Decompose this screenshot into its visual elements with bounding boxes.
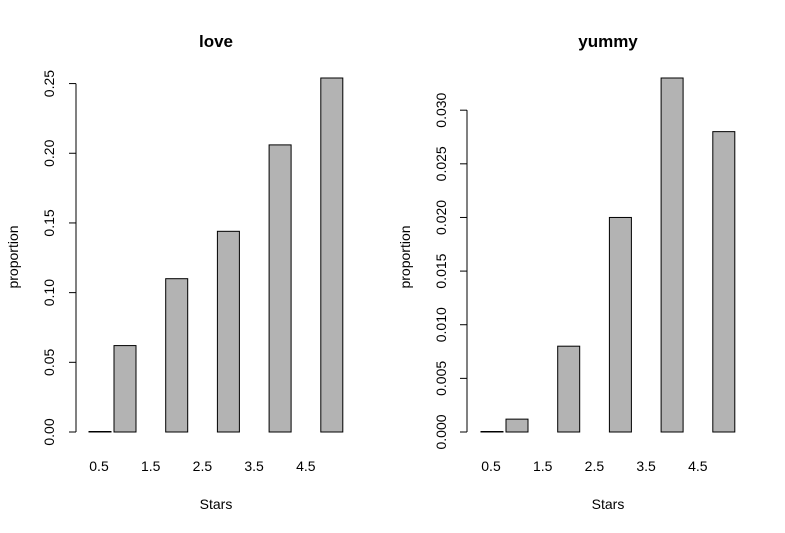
y-ticks: 0.000 0.005 0.010 0.015 0.020 0.025 0.030 (433, 92, 467, 450)
chart-panel-love: love Stars proportion 0.000.050.100.150.… (5, 32, 344, 512)
y-tick-label: 0.20 (41, 139, 57, 166)
bar (660, 77, 684, 433)
bar (216, 230, 240, 433)
bar (88, 431, 112, 433)
bar (608, 216, 632, 433)
x-ticks: 0.5 1.5 2.5 3.5 4.5 (89, 458, 315, 474)
bar (712, 131, 736, 433)
x-tick-label: 2.5 (193, 458, 213, 474)
x-tick-label: 3.5 (636, 458, 656, 474)
y-axis-label: proportion (397, 225, 413, 288)
x-tick-label: 1.5 (533, 458, 553, 474)
bar (505, 418, 529, 433)
chart-title: love (199, 32, 233, 51)
y-tick-label: 0.000 (433, 414, 449, 449)
y-tick-label: 0.025 (433, 146, 449, 181)
x-tick-label: 4.5 (296, 458, 316, 474)
x-ticks: 0.5 1.5 2.5 3.5 4.5 (481, 458, 707, 474)
chart-panel-yummy: yummy Stars proportion 0.0000.0050.0100.… (397, 32, 736, 512)
y-ticks: 0.00 0.05 0.10 0.15 0.20 0.25 (41, 70, 76, 446)
bar (113, 345, 137, 433)
bar (557, 345, 581, 433)
y-tick-label: 0.015 (433, 253, 449, 288)
x-tick-label: 3.5 (244, 458, 264, 474)
y-tick-label: 0.020 (433, 200, 449, 235)
bars (480, 77, 736, 433)
y-tick-label: 0.15 (41, 209, 57, 236)
x-axis-label: Stars (200, 496, 233, 512)
x-tick-label: 0.5 (89, 458, 109, 474)
bar (320, 77, 344, 433)
x-axis-label: Stars (592, 496, 625, 512)
chart-title: yummy (578, 32, 638, 51)
y-tick-label: 0.030 (433, 92, 449, 127)
bars (88, 77, 344, 433)
bar (165, 278, 189, 433)
x-tick-label: 4.5 (688, 458, 708, 474)
y-axis-label: proportion (5, 225, 21, 288)
bar (480, 431, 504, 433)
y-tick-label: 0.10 (41, 279, 57, 306)
x-tick-label: 2.5 (585, 458, 605, 474)
y-tick-label: 0.05 (41, 348, 57, 375)
y-tick-label: 0.005 (433, 361, 449, 396)
x-tick-label: 0.5 (481, 458, 501, 474)
y-tick-label: 0.25 (41, 70, 57, 97)
bar (268, 144, 292, 433)
y-tick-label: 0.010 (433, 307, 449, 342)
y-tick-label: 0.00 (41, 418, 57, 445)
x-tick-label: 1.5 (141, 458, 161, 474)
